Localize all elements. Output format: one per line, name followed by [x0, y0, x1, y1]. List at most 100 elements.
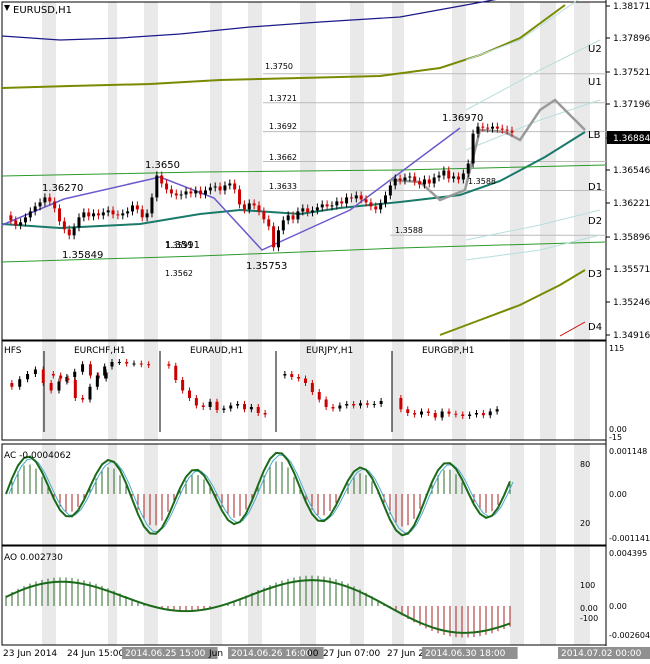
candle-body — [92, 213, 96, 217]
candle-body — [106, 210, 110, 213]
mini-body — [331, 407, 335, 409]
envelope-faint — [465, 99, 601, 151]
level-label: 1.3588 — [395, 226, 423, 235]
mini-body — [406, 409, 410, 413]
mini-body — [468, 414, 472, 416]
candle-body — [505, 129, 509, 131]
envelope-faint — [465, 0, 579, 61]
mini-body — [352, 404, 356, 406]
time-label: Jun — [208, 649, 223, 659]
ao-level-zero: 0.00 — [580, 604, 598, 613]
candle-body — [101, 212, 105, 216]
ema-teal — [1, 131, 586, 230]
mini-title: EURAUD,H1 — [190, 346, 243, 356]
candle-body — [208, 187, 212, 191]
candle-body — [223, 185, 227, 191]
price-tick-label: 1.37896 — [613, 34, 650, 44]
mini-body — [222, 408, 226, 410]
candle-body — [23, 217, 27, 223]
time-highlight — [228, 647, 324, 659]
mini-body — [88, 364, 92, 376]
mini-body — [426, 411, 430, 413]
session-stripe — [144, 341, 158, 440]
time-highlight — [422, 647, 518, 659]
candle-body — [320, 204, 324, 208]
session-stripe — [42, 546, 56, 645]
pivot-label-d1: D1 — [588, 182, 602, 193]
mini-body — [174, 365, 178, 380]
mini-body — [125, 362, 129, 364]
time-label: 2014.06.25 15:00 — [125, 649, 206, 659]
mini-title: EURJPY,H1 — [306, 346, 353, 356]
candle-body — [471, 133, 475, 164]
time-label: 27 Jun 07:00 — [323, 649, 380, 659]
mini-body — [440, 411, 444, 418]
mini-body — [139, 363, 143, 365]
price-tick-label: 1.35571 — [613, 265, 650, 275]
mini-body — [18, 379, 22, 387]
candle-body — [242, 204, 246, 210]
ac-level-20: 20 — [580, 519, 590, 528]
current-price-box — [607, 131, 650, 144]
candle-body — [330, 205, 334, 207]
candle-body — [184, 191, 188, 195]
candle-body — [174, 193, 178, 196]
mini-axis-zero: 0.00 — [609, 425, 627, 434]
time-highlight — [558, 647, 650, 659]
mini-body — [110, 362, 114, 367]
session-stripe — [144, 2, 158, 340]
envelope-faint — [465, 39, 601, 111]
mini-body — [57, 381, 61, 391]
candle-body — [311, 210, 315, 213]
session-stripe — [392, 2, 404, 340]
price-tick-label: 1.36221 — [613, 199, 650, 209]
ac-level-80: 80 — [580, 460, 590, 469]
mini-body — [365, 403, 369, 405]
candle-body — [247, 203, 251, 210]
candle-body — [495, 126, 499, 129]
mini-body — [215, 401, 219, 410]
pivot-label-d4: D4 — [588, 322, 602, 333]
session-stripe — [248, 546, 262, 645]
candle-body — [14, 220, 18, 226]
mini-body — [181, 380, 185, 391]
envelope-faint — [465, 209, 601, 241]
candle-body — [126, 211, 130, 214]
mini-body — [304, 378, 307, 383]
pivot-label-u2: U2 — [588, 44, 602, 55]
session-stripe — [42, 341, 56, 440]
candle-body — [291, 215, 295, 220]
candle-body — [38, 202, 42, 207]
candle-body — [403, 177, 407, 181]
session-stripe — [510, 546, 524, 645]
session-stripe — [350, 2, 364, 340]
candle-body — [379, 203, 383, 210]
ac-axis-zero: 0.00 — [609, 490, 627, 499]
candle-body — [203, 190, 207, 195]
time-label: 27 Jun 23: — [387, 649, 433, 659]
zigzag-label: 1.36970 — [442, 113, 483, 124]
mini-body — [481, 413, 485, 416]
time-label: 2014.06.26 16:00 — [231, 649, 312, 659]
mini-body — [73, 380, 77, 398]
time-label: 24 Jun 15:00 — [67, 649, 124, 659]
mini-body — [188, 390, 191, 398]
envelope-faint — [465, 234, 601, 261]
time-label: 00 — [307, 649, 319, 659]
mini-body — [95, 375, 99, 387]
session-stripe — [392, 341, 404, 440]
candle-body — [452, 176, 456, 179]
mini-title: EURGBP,H1 — [422, 346, 474, 356]
candle-body — [262, 211, 266, 220]
session-stripe — [510, 444, 524, 545]
candle-body — [189, 191, 193, 194]
candle-body — [481, 126, 485, 128]
candle-body — [96, 213, 100, 216]
candle-body — [67, 229, 71, 236]
candle-body — [491, 126, 495, 129]
mini-body — [147, 364, 151, 366]
price-tick-label: 1.38171 — [613, 2, 650, 12]
candle-body — [111, 210, 115, 215]
mini-body — [475, 413, 478, 415]
